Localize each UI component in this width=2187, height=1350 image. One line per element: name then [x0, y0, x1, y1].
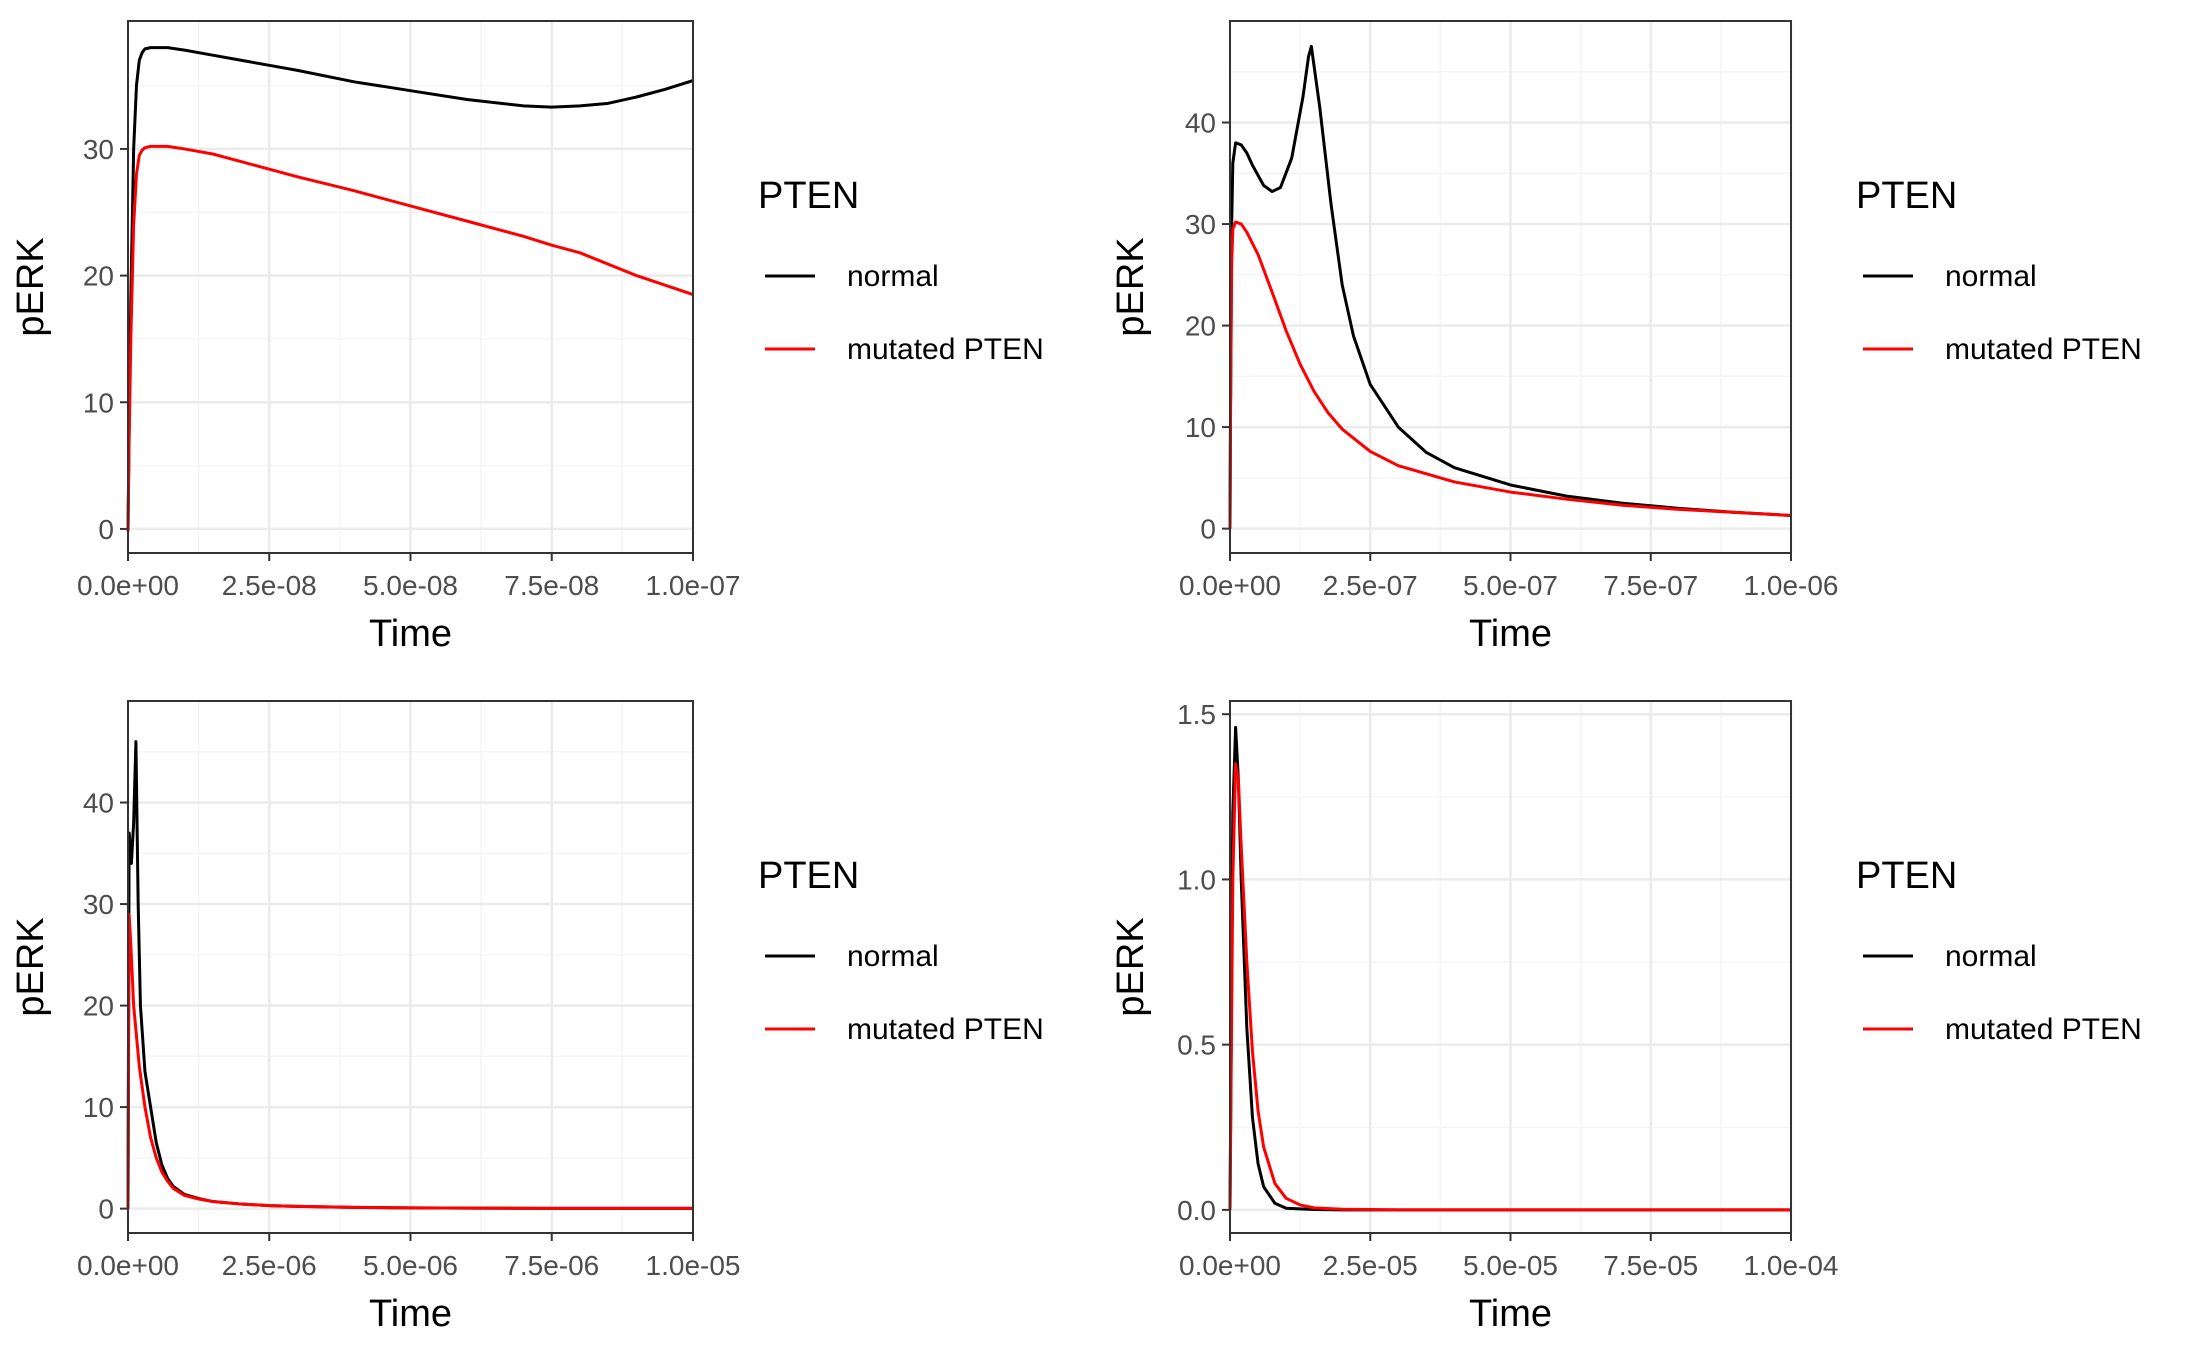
y-axis-title: pERK — [10, 237, 52, 336]
chart-panel-2: 0.0e+00 2.5e-07 5.0e-07 7.5e-07 1.0e-06 0 10 20… — [1110, 20, 2142, 655]
x-tick-label: 7.5e-06 — [504, 1250, 599, 1281]
y-tick-label: 0 — [98, 1194, 114, 1225]
legend-label: mutated PTEN — [847, 1013, 1044, 1046]
legend-label: mutated PTEN — [1945, 333, 2142, 366]
legend: PTEN normal mutated PTEN — [758, 175, 1044, 366]
y-tick-label: 30 — [83, 889, 114, 920]
series-line-mutated-pten — [126, 144, 694, 532]
legend: PTEN normal mutated PTEN — [1856, 175, 2142, 366]
x-tick-label: 5.0e-06 — [363, 1250, 458, 1281]
x-tick-label: 2.5e-05 — [1323, 1250, 1418, 1281]
series-line-mutated-pten — [1228, 220, 1792, 529]
legend: PTEN normal mutated PTEN — [758, 855, 1044, 1046]
series-line-normal — [126, 46, 694, 532]
x-tick-label: 2.5e-08 — [222, 570, 317, 601]
legend-title: PTEN — [1856, 855, 1957, 897]
y-tick-label: 30 — [83, 134, 114, 165]
y-axis-title: pERK — [10, 917, 52, 1016]
x-tick-label: 5.0e-07 — [1463, 570, 1558, 601]
legend-title: PTEN — [758, 175, 859, 217]
legend-label: mutated PTEN — [847, 333, 1044, 366]
x-tick-label: 7.5e-05 — [1603, 1250, 1698, 1281]
x-axis-title: Time — [369, 1293, 452, 1335]
series-line-normal — [1228, 44, 1792, 529]
panel-border — [1229, 700, 1792, 1234]
x-tick-label: 2.5e-06 — [222, 1250, 317, 1281]
legend-label: normal — [1945, 260, 2037, 293]
series-line-mutated-pten — [1228, 762, 1791, 1212]
y-tick-label: 1.5 — [1177, 699, 1216, 730]
chart-panel-1: 0.0e+00 2.5e-08 5.0e-08 7.5e-08 1.0e-07 0 10 20… — [10, 20, 1044, 655]
legend-title: PTEN — [758, 855, 859, 897]
legend-label: normal — [847, 940, 939, 973]
panel-border — [127, 20, 694, 554]
legend-title: PTEN — [1856, 175, 1957, 217]
y-tick-label: 20 — [1185, 311, 1216, 342]
x-tick-label: 7.5e-07 — [1603, 570, 1698, 601]
legend-label: normal — [1945, 940, 2037, 973]
y-tick-label: 0 — [98, 514, 114, 545]
y-tick-label: 10 — [83, 387, 114, 418]
panel-border — [127, 700, 694, 1234]
x-tick-label: 1.0e-04 — [1744, 1250, 1839, 1281]
y-tick-label: 20 — [83, 991, 114, 1022]
x-tick-label: 5.0e-05 — [1463, 1250, 1558, 1281]
x-tick-label: 1.0e-06 — [1744, 570, 1839, 601]
x-tick-label: 5.0e-08 — [363, 570, 458, 601]
y-axis-title: pERK — [1110, 237, 1152, 336]
x-tick-label: 0.0e+00 — [77, 1250, 179, 1281]
x-tick-label: 1.0e-07 — [646, 570, 741, 601]
chart-panel-3: 0.0e+00 2.5e-06 5.0e-06 7.5e-06 1.0e-05 0 10 20… — [10, 700, 1044, 1335]
y-tick-label: 20 — [83, 261, 114, 292]
x-axis-title: Time — [1469, 1293, 1552, 1335]
legend-label: mutated PTEN — [1945, 1013, 2142, 1046]
legend-label: normal — [847, 260, 939, 293]
y-tick-label: 0 — [1200, 514, 1216, 545]
x-tick-label: 7.5e-08 — [504, 570, 599, 601]
x-tick-label: 2.5e-07 — [1323, 570, 1418, 601]
x-tick-label: 0.0e+00 — [77, 570, 179, 601]
y-tick-label: 0.5 — [1177, 1030, 1216, 1061]
x-axis-title: Time — [369, 613, 452, 655]
y-tick-label: 40 — [1185, 108, 1216, 139]
x-tick-label: 0.0e+00 — [1179, 1250, 1281, 1281]
y-tick-label: 40 — [83, 788, 114, 819]
y-tick-label: 10 — [83, 1092, 114, 1123]
y-axis-title: pERK — [1110, 917, 1152, 1016]
y-tick-label: 30 — [1185, 209, 1216, 240]
chart-panel-4: 0.0e+00 2.5e-05 5.0e-05 7.5e-05 1.0e-04 0.0 0.… — [1110, 699, 2142, 1335]
y-tick-label: 1.0 — [1177, 864, 1216, 895]
y-tick-label: 10 — [1185, 412, 1216, 443]
x-tick-label: 1.0e-05 — [646, 1250, 741, 1281]
x-tick-label: 0.0e+00 — [1179, 570, 1281, 601]
x-axis-title: Time — [1469, 613, 1552, 655]
series-line-mutated-pten — [126, 912, 694, 1210]
legend: PTEN normal mutated PTEN — [1856, 855, 2142, 1046]
panel-border — [1229, 20, 1792, 554]
y-tick-label: 0.0 — [1177, 1195, 1216, 1226]
